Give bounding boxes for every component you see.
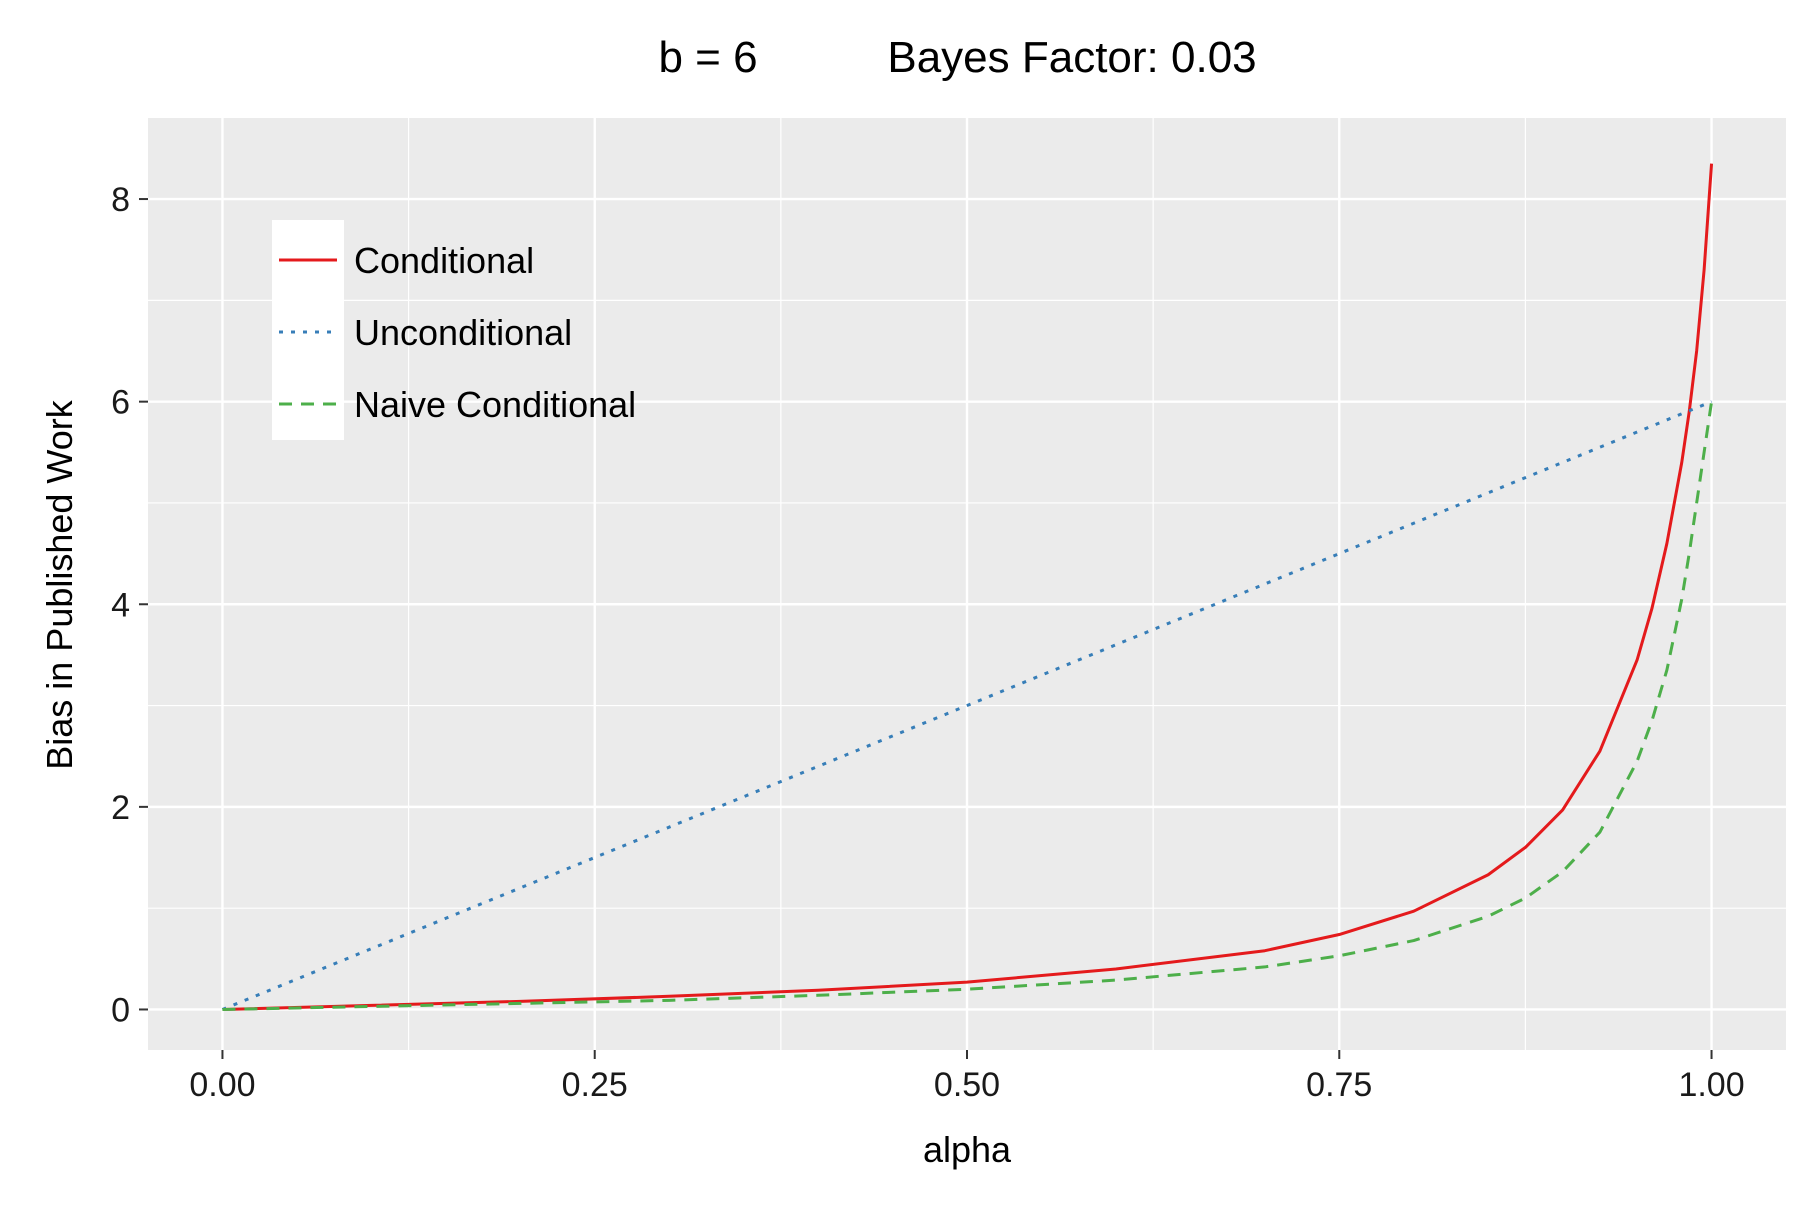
y-tick-label: 4 xyxy=(111,586,130,624)
legend-label: Naive Conditional xyxy=(354,384,636,425)
chart-title: b = 6 xyxy=(658,33,757,82)
x-axis-title: alpha xyxy=(923,1129,1012,1170)
x-tick-label: 0.00 xyxy=(189,1066,255,1104)
x-tick-label: 1.00 xyxy=(1678,1066,1744,1104)
y-tick-label: 6 xyxy=(111,384,130,422)
y-tick-label: 0 xyxy=(111,991,130,1029)
y-axis-title: Bias in Published Work xyxy=(39,399,80,770)
legend-label: Unconditional xyxy=(354,312,572,353)
series-line-conditional xyxy=(222,163,1714,1011)
series-line-unconditional xyxy=(221,400,1713,1011)
x-tick-label: 0.25 xyxy=(562,1066,628,1104)
chart-subtitle: Bayes Factor: 0.03 xyxy=(887,33,1256,82)
legend-label: Conditional xyxy=(354,240,534,281)
y-tick-label: 8 xyxy=(111,181,130,219)
x-tick-label: 0.75 xyxy=(1306,1066,1372,1104)
y-tick-label: 2 xyxy=(111,789,130,827)
legend-key-background xyxy=(272,220,344,440)
x-tick-label: 0.50 xyxy=(934,1066,1000,1104)
